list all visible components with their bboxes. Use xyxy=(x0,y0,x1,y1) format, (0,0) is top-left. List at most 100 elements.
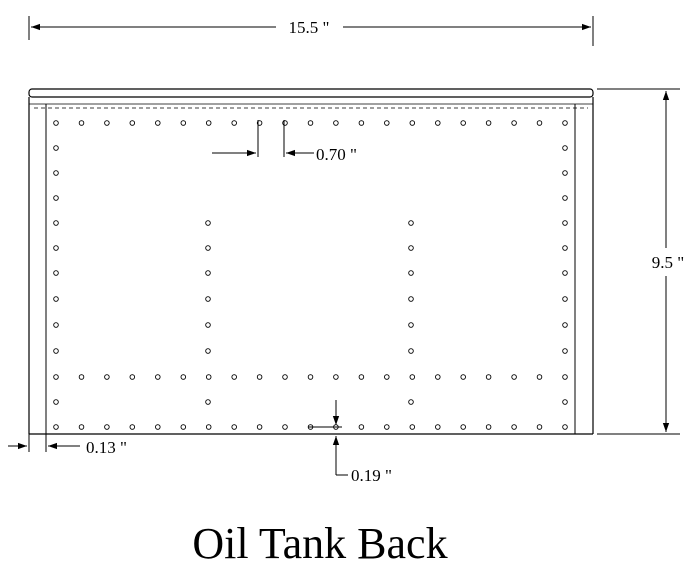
rivet-hole xyxy=(358,424,365,430)
rivet-hole xyxy=(511,424,517,430)
rivet-hole xyxy=(180,374,187,380)
rivet-hole xyxy=(282,424,288,430)
rivet-hole xyxy=(53,399,59,405)
rivet-hole xyxy=(231,424,237,430)
rivet-hole xyxy=(53,296,59,302)
rivet-hole xyxy=(205,245,211,251)
rivet-hole xyxy=(562,145,568,151)
rivet-hole xyxy=(53,145,59,151)
rivet-hole xyxy=(307,120,314,126)
rivet-hole xyxy=(53,348,59,354)
rivet-hole xyxy=(409,424,416,430)
rivet-hole xyxy=(408,399,414,405)
rivet-hole xyxy=(408,322,414,328)
rivet-hole xyxy=(562,322,568,328)
rivet-hole xyxy=(384,374,390,380)
rivet-hole xyxy=(104,374,110,380)
rivet-hole xyxy=(333,374,339,380)
rivet-hole xyxy=(562,245,568,251)
rivet-hole xyxy=(78,374,85,380)
rivet-hole xyxy=(53,195,59,201)
rivet-hole xyxy=(282,120,288,126)
rivet-hole xyxy=(562,270,568,276)
rivet-hole xyxy=(53,322,59,328)
rivet-hole xyxy=(180,120,187,126)
rivet-hole xyxy=(205,322,211,328)
rivet-hole xyxy=(460,374,466,380)
rivet-hole xyxy=(562,424,568,430)
rivet-hole xyxy=(205,424,212,430)
rivet-hole xyxy=(562,374,568,380)
rivet-hole xyxy=(408,270,414,276)
rivet-hole xyxy=(485,120,492,126)
rivet-hole xyxy=(129,424,136,430)
rivet-hole xyxy=(562,220,568,226)
rivet-hole xyxy=(53,120,59,126)
rivet-hole xyxy=(384,120,390,126)
rivet-hole xyxy=(155,120,161,126)
rivet-hole xyxy=(256,424,263,430)
rivet-hole xyxy=(358,374,365,380)
rivet-hole xyxy=(205,348,211,354)
rivet-hole xyxy=(307,374,314,380)
rivet-hole xyxy=(155,374,161,380)
rivet-hole xyxy=(435,120,441,126)
height-dimension: 9.5 " xyxy=(597,88,684,435)
rivet-hole xyxy=(562,296,568,302)
rivet-hole xyxy=(104,120,110,126)
rivet-hole xyxy=(409,374,416,380)
bottom-offset-dimension: 0.19 " xyxy=(308,400,392,485)
rivet-hole xyxy=(333,120,339,126)
rivet-hole xyxy=(53,270,59,276)
hole-spacing-label: 0.70 " xyxy=(316,145,357,164)
rivet-hole xyxy=(408,245,414,251)
rivet-hole xyxy=(536,424,543,430)
panel-top-flange xyxy=(28,88,594,98)
rivet-hole xyxy=(562,348,568,354)
rivet-holes xyxy=(53,120,568,430)
rivet-hole xyxy=(205,120,212,126)
edge-offset-label: 0.13 " xyxy=(86,438,127,457)
rivet-hole xyxy=(408,220,414,226)
rivet-hole xyxy=(205,296,211,302)
rivet-hole xyxy=(409,120,416,126)
rivet-hole xyxy=(53,245,59,251)
drawing-title: Oil Tank Back xyxy=(192,519,448,568)
rivet-hole xyxy=(205,399,211,405)
hole-spacing-dimension: 0.70 " xyxy=(212,120,357,164)
rivet-hole xyxy=(460,120,466,126)
rivet-hole xyxy=(511,120,517,126)
rivet-hole xyxy=(536,374,543,380)
rivet-hole xyxy=(104,424,110,430)
edge-offset-dimension: 0.13 " xyxy=(8,434,127,457)
rivet-hole xyxy=(78,424,85,430)
rivet-hole xyxy=(78,120,85,126)
rivet-hole xyxy=(562,120,568,126)
rivet-hole xyxy=(358,120,365,126)
rivet-hole xyxy=(53,220,59,226)
rivet-hole xyxy=(180,424,187,430)
rivet-hole xyxy=(562,170,568,176)
rivet-hole xyxy=(205,270,211,276)
rivet-hole xyxy=(282,374,288,380)
rivet-hole xyxy=(53,424,59,430)
rivet-hole xyxy=(129,374,136,380)
bottom-offset-label: 0.19 " xyxy=(351,466,392,485)
rivet-hole xyxy=(155,424,161,430)
rivet-hole xyxy=(562,399,568,405)
height-label: 9.5 " xyxy=(652,253,684,272)
rivet-hole xyxy=(256,374,263,380)
tank-panel xyxy=(28,88,594,435)
rivet-hole xyxy=(485,374,492,380)
rivet-hole xyxy=(511,374,517,380)
rivet-hole xyxy=(231,374,237,380)
rivet-hole xyxy=(129,120,136,126)
rivet-hole xyxy=(53,170,59,176)
width-label: 15.5 " xyxy=(289,18,330,37)
rivet-hole xyxy=(408,348,414,354)
rivet-hole xyxy=(408,296,414,302)
rivet-hole xyxy=(256,120,263,126)
width-dimension: 15.5 " xyxy=(28,16,594,46)
rivet-hole xyxy=(562,195,568,201)
